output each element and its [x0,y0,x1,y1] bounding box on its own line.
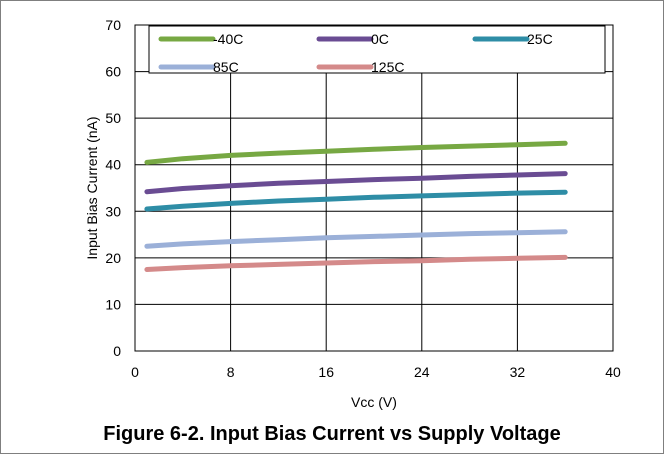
legend-label-0: -40C [213,31,243,47]
series-line-2 [144,189,568,212]
series-line-1 [144,171,568,195]
figure-caption: Figure 6-2. Input Bias Current vs Supply… [103,423,561,445]
y-tick-label-4: 40 [105,157,121,173]
y-tick-label-1: 10 [105,296,121,312]
y-tick-label-7: 70 [105,17,121,33]
legend-label-3: 85C [213,59,239,75]
x-tick-label-5: 40 [605,364,621,380]
x-tick-label-4: 32 [510,364,526,380]
series-line-3 [144,229,568,249]
series-line-4 [144,254,568,272]
x-tick-label-0: 0 [131,364,139,380]
legend-box [148,25,606,74]
legend-label-1: 0C [371,31,389,47]
y-tick-label-5: 50 [105,110,121,126]
plot-area-frame [134,24,614,352]
y-tick-label-6: 60 [105,64,121,80]
series-layer [144,140,568,272]
legend: -40C 0C 25C 85C 125C [148,25,606,75]
series-line-0 [144,140,568,165]
y-tick-label-3: 30 [105,203,121,219]
y-axis-label: Input Bias Current (nA) [84,116,100,259]
line-chart: 0 8 16 24 32 40 0 10 20 30 40 50 60 70 Vcc (V) Input… [84,17,621,410]
legend-label-2: 25C [527,31,553,47]
x-tick-label-3: 24 [414,364,430,380]
x-axis-label: Vcc (V) [351,394,397,410]
y-tick-label-2: 20 [105,250,121,266]
x-tick-label-2: 16 [318,364,334,380]
legend-label-4: 125C [371,59,404,75]
y-tick-label-0: 0 [113,343,121,359]
x-tick-label-1: 8 [227,364,235,380]
x-tick-labels: 0 8 16 24 32 40 [131,364,621,380]
y-tick-labels: 0 10 20 30 40 50 60 70 [105,17,121,359]
